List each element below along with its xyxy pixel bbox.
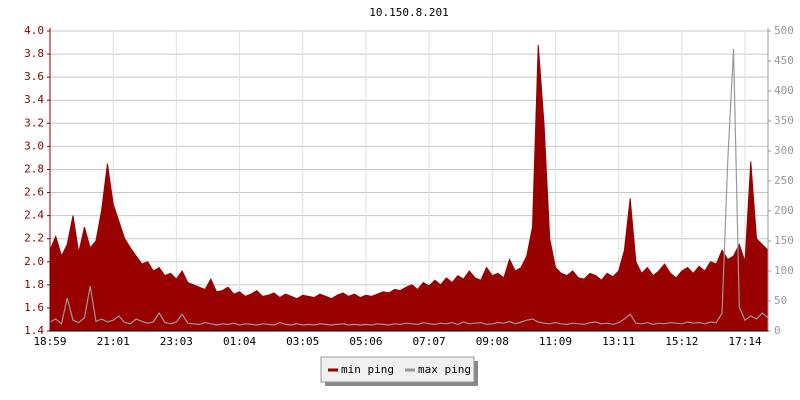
x-tick-label: 21:01: [97, 335, 130, 348]
y-tick-label: 1.4: [24, 324, 44, 337]
y-tick-label: 2.4: [24, 209, 44, 222]
line: [49, 48, 769, 326]
y-tick-label: 2.6: [24, 186, 44, 199]
x-tick-label: 11:09: [539, 335, 572, 348]
y-tick-label: 3.4: [24, 93, 44, 106]
legend-label: min ping: [341, 363, 394, 376]
y-tick-label: 3.2: [24, 116, 44, 129]
y-tick-label: 2.8: [24, 162, 44, 175]
legend-label: max ping: [418, 363, 471, 376]
x-tick-label: 07:07: [413, 335, 446, 348]
x-tick-label: 17:14: [728, 335, 761, 348]
y2-tick-label: 150: [774, 234, 794, 247]
x-tick-label: 18:59: [33, 335, 66, 348]
y2-tick-label: 200: [774, 204, 794, 217]
y-tick-label: 1.8: [24, 278, 44, 291]
y-tick-label: 4.0: [24, 24, 44, 37]
x-tick-label: 05:06: [349, 335, 382, 348]
area: [49, 44, 769, 332]
x-tick-label: 15:12: [665, 335, 698, 348]
y-tick-label: 1.6: [24, 301, 44, 314]
chart-title: 10.150.8.201: [369, 6, 448, 19]
x-tick-label: 13:11: [602, 335, 635, 348]
x-tick-label: 03:05: [286, 335, 319, 348]
y2-tick-label: 300: [774, 144, 794, 157]
x-tick-label: 09:08: [476, 335, 509, 348]
y2-tick-label: 0: [774, 324, 781, 337]
y-tick-label: 2.0: [24, 255, 44, 268]
y2-tick-label: 100: [774, 264, 794, 277]
y-tick-label: 3.8: [24, 47, 44, 60]
y2-tick-label: 50: [774, 294, 787, 307]
legend-box: [320, 356, 475, 383]
y2-tick-label: 500: [774, 24, 794, 37]
y2-tick-label: 400: [774, 84, 794, 97]
x-tick-label: 23:03: [160, 335, 193, 348]
y-tick-label: 3.0: [24, 139, 44, 152]
y2-tick-label: 250: [774, 174, 794, 187]
y2-tick-label: 350: [774, 114, 794, 127]
y-tick-label: 3.6: [24, 70, 44, 83]
y2-tick-label: 450: [774, 54, 794, 67]
x-tick-label: 01:04: [223, 335, 256, 348]
y-tick-label: 2.2: [24, 232, 44, 245]
